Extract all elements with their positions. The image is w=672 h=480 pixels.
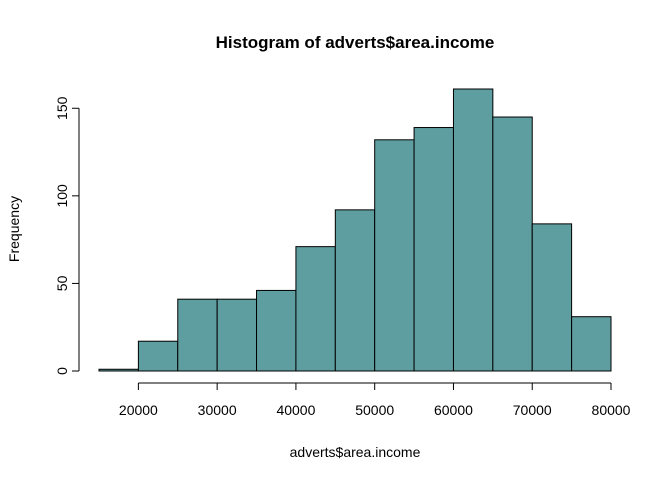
histogram-bar	[531, 223, 573, 372]
histogram-bar	[374, 139, 415, 372]
histogram-bar	[295, 246, 336, 372]
histogram-bar	[334, 209, 376, 372]
x-tick-label: 60000	[434, 402, 473, 418]
x-axis: 20000 30000 40000 50000 60000 70000 80000	[119, 382, 631, 418]
histogram-bar	[137, 340, 179, 372]
histogram-bar	[492, 116, 533, 372]
histogram-bar	[256, 289, 297, 372]
y-tick-label: 0	[54, 367, 70, 375]
x-tick-label: 40000	[276, 402, 315, 418]
histogram-bar	[571, 316, 612, 372]
histogram-bar	[98, 368, 139, 372]
x-tick-label: 80000	[592, 402, 631, 418]
histogram-bar	[452, 88, 494, 372]
x-tick-label: 20000	[119, 402, 158, 418]
x-axis-label: adverts$area.income	[290, 444, 421, 460]
histogram-bar	[216, 298, 258, 372]
y-axis-label: Frequency	[6, 196, 22, 262]
x-tick-label: 30000	[198, 402, 237, 418]
histogram-bar	[413, 127, 454, 372]
x-tick-label: 70000	[513, 402, 552, 418]
chart-title: Histogram of adverts$area.income	[216, 33, 495, 52]
y-axis: 0 50 100 150	[54, 96, 80, 375]
bars-group	[98, 88, 612, 372]
y-tick-label: 50	[54, 275, 70, 291]
y-tick-label: 150	[54, 96, 70, 120]
histogram-bar	[177, 298, 218, 372]
x-tick-label: 50000	[355, 402, 394, 418]
y-tick-label: 100	[54, 184, 70, 208]
